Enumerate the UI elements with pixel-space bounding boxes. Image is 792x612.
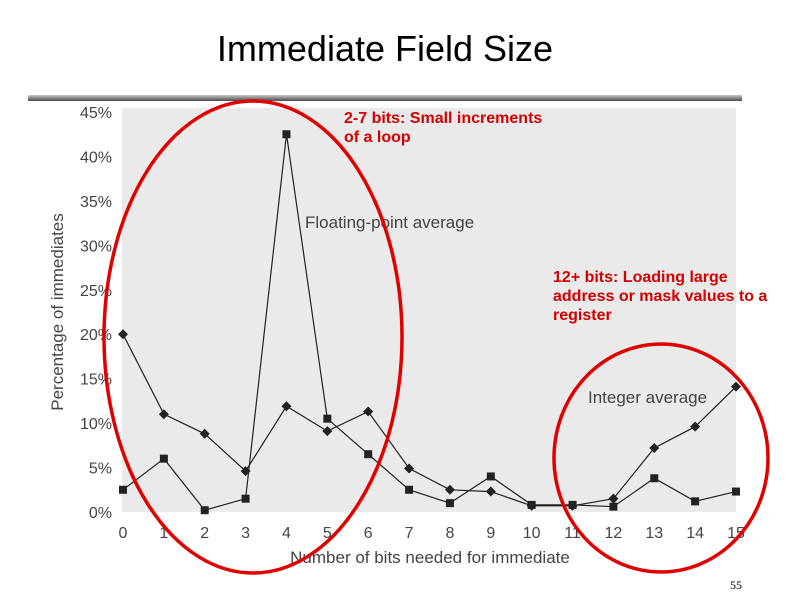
x-tick-label: 3 xyxy=(241,525,250,542)
highlight-ellipse-large-bits xyxy=(552,342,770,574)
x-tick-label: 8 xyxy=(445,525,454,542)
legend-floating-point: Floating-point average xyxy=(305,213,474,232)
data-point-integer xyxy=(322,426,333,437)
data-point-integer xyxy=(731,381,741,392)
data-point-floating-point xyxy=(445,499,454,508)
data-point-floating-point xyxy=(323,414,332,423)
series-line-integer xyxy=(122,333,737,507)
data-point-floating-point xyxy=(159,454,168,463)
annotation-small-increments: 2-7 bits: Small increments of a loop xyxy=(344,110,543,146)
data-point-integer xyxy=(567,500,578,511)
data-point-integer xyxy=(404,463,415,474)
page-number: 55 xyxy=(730,578,742,592)
x-tick-label: 5 xyxy=(323,525,332,542)
data-point-floating-point xyxy=(119,485,127,494)
y-tick-label: 10% xyxy=(80,416,112,433)
y-tick-label: 40% xyxy=(80,149,112,166)
y-tick-label: 20% xyxy=(80,327,112,344)
x-tick-label: 10 xyxy=(523,525,541,542)
data-point-integer xyxy=(158,409,169,420)
data-point-integer xyxy=(608,493,619,504)
data-point-integer xyxy=(240,466,251,477)
x-tick-label: 7 xyxy=(405,525,414,542)
x-tick-label: 9 xyxy=(486,525,495,542)
data-point-integer xyxy=(118,329,128,340)
y-tick-label: 5% xyxy=(89,461,112,478)
x-tick-label: 1 xyxy=(159,525,168,542)
title-rule xyxy=(28,95,742,101)
data-point-integer xyxy=(444,484,455,495)
data-point-floating-point xyxy=(282,130,291,139)
data-point-floating-point xyxy=(732,487,740,496)
annotation-large-values: 12+ bits: Loading large address or mask … xyxy=(553,269,768,324)
x-tick-label: 14 xyxy=(686,525,704,542)
series-line-floating-point xyxy=(122,134,737,511)
highlight-ellipse-small-bits xyxy=(102,99,404,575)
x-tick-label: 0 xyxy=(119,525,128,542)
data-point-integer xyxy=(485,486,496,497)
data-point-floating-point xyxy=(364,450,373,459)
legend-integer: Integer average xyxy=(588,388,707,407)
y-tick-label: 45% xyxy=(80,105,112,122)
y-tick-label: 25% xyxy=(80,283,112,300)
data-point-integer xyxy=(281,401,292,412)
data-point-integer xyxy=(526,500,537,511)
data-point-integer xyxy=(199,428,210,439)
x-tick-label: 11 xyxy=(564,525,581,542)
x-tick-label: 4 xyxy=(282,525,291,542)
y-tick-label: 30% xyxy=(80,238,112,255)
data-point-integer xyxy=(363,406,374,417)
data-point-integer xyxy=(649,443,660,453)
data-point-floating-point xyxy=(691,497,700,506)
slide-title: Immediate Field Size xyxy=(216,28,554,69)
y-tick-label: 35% xyxy=(80,194,112,211)
data-point-floating-point xyxy=(609,502,618,511)
data-point-floating-point xyxy=(650,474,659,483)
data-point-floating-point xyxy=(405,485,414,494)
x-axis-label: Number of bits needed for immediate xyxy=(290,548,570,567)
x-tick-label: 6 xyxy=(364,525,373,542)
data-point-floating-point xyxy=(200,506,209,515)
y-tick-label: 0% xyxy=(89,505,112,522)
x-tick-label: 2 xyxy=(200,525,209,542)
y-axis-label: Percentage of immediates xyxy=(48,213,67,411)
y-tick-label: 15% xyxy=(80,372,112,389)
data-point-integer xyxy=(690,421,701,432)
plot-area xyxy=(122,108,736,512)
x-tick-label: 12 xyxy=(605,525,623,542)
data-point-floating-point xyxy=(486,472,495,481)
data-point-floating-point xyxy=(241,494,250,503)
x-tick-label: 13 xyxy=(645,525,663,542)
x-tick-label: 15 xyxy=(727,525,745,542)
